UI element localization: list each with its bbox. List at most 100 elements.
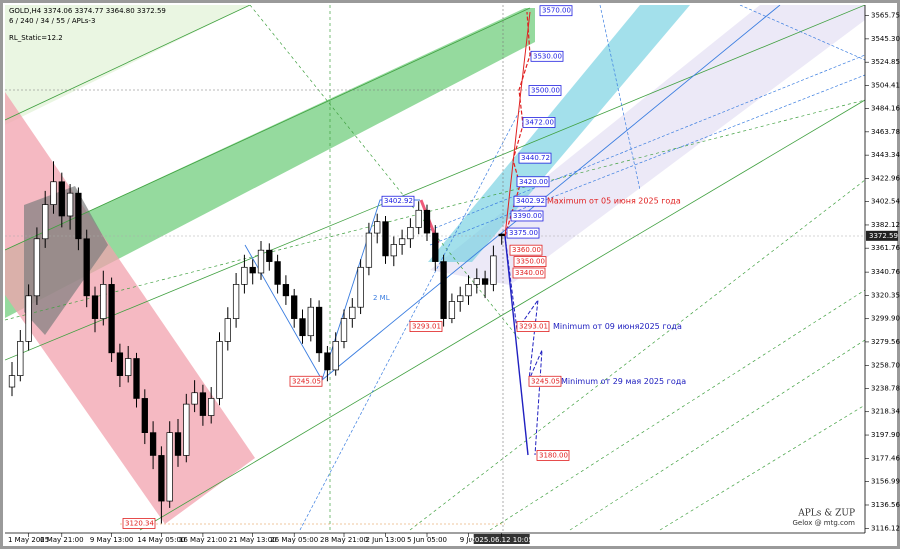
subheader: 6 / 240 / 34 / 55 / APLs-3 xyxy=(9,17,95,25)
candle-body xyxy=(324,352,331,371)
level-box xyxy=(289,375,323,387)
candle-body xyxy=(133,358,140,399)
x-tick-label: 6 May 21:00 xyxy=(40,536,84,544)
x-tick-label: 2 Jun 13:00 xyxy=(365,536,405,544)
candle-body xyxy=(17,341,24,376)
candle-body xyxy=(100,284,107,319)
green-lines xyxy=(5,5,865,531)
indicator: RL_Static=12.2 xyxy=(9,34,63,42)
y-tick-label: 3361.76 xyxy=(871,244,900,252)
level-box xyxy=(516,321,550,332)
candle-body xyxy=(282,284,290,297)
candle-body xyxy=(25,295,32,342)
y-tick-label: 3197.90 xyxy=(871,431,900,439)
x-tick-label: 14 May 05:00 xyxy=(137,536,185,544)
level-label: 3402.92 xyxy=(384,197,413,205)
watermark-sub: Gelox @ mtg.com xyxy=(792,519,855,527)
blue-target xyxy=(504,235,529,456)
watermark: APLs & ZUP xyxy=(797,509,855,519)
level-box xyxy=(509,244,543,256)
last-price-box xyxy=(866,230,898,241)
x-tick-label: 21 May 13:00 xyxy=(229,536,277,544)
candle-body xyxy=(158,455,165,502)
candle-body xyxy=(50,181,57,205)
candle-body xyxy=(407,227,414,240)
candle-body xyxy=(390,244,397,257)
candle-body xyxy=(116,352,124,376)
candle-body xyxy=(274,261,281,285)
level-box xyxy=(528,375,562,387)
level-box xyxy=(510,210,544,222)
candle-body xyxy=(398,238,406,245)
candle-body xyxy=(357,266,364,308)
red-target xyxy=(504,11,531,237)
level-box xyxy=(528,85,562,96)
y-tick-label: 3524.85 xyxy=(871,58,900,66)
candle-body xyxy=(141,398,148,433)
x-tick-label: 1 May 2025 xyxy=(8,536,49,544)
candle-body xyxy=(257,249,265,274)
y-tick-label: 3177.46 xyxy=(871,454,900,462)
y-tick-label: 3116.12 xyxy=(871,524,900,532)
level-label: 3390.00 xyxy=(513,212,542,220)
level-label: 3420.00 xyxy=(519,178,548,186)
cursor-time-box xyxy=(473,534,530,544)
candle-body xyxy=(498,233,505,237)
candle-body xyxy=(299,318,306,337)
candle-body xyxy=(432,232,439,262)
x-tick-label: 5 Jun 05:00 xyxy=(407,536,447,544)
level-box xyxy=(539,5,573,17)
x-tick-label: 16 May 21:00 xyxy=(179,536,227,544)
y-tick-label: 3238.78 xyxy=(871,384,900,392)
candle-body xyxy=(340,318,348,342)
channel-label: 2 ML xyxy=(373,294,390,302)
candle-body xyxy=(423,209,431,234)
level-label: 3440.72 xyxy=(521,154,550,162)
candle-body xyxy=(42,204,49,240)
candle-body xyxy=(241,266,248,285)
annotation: Minimum от 29 мая 2025 года xyxy=(561,377,686,386)
y-tick-label: 3340.76 xyxy=(871,268,900,276)
level-box xyxy=(522,117,556,128)
level-label: 3120.34 xyxy=(125,519,154,527)
level-label: 3530.00 xyxy=(533,52,562,60)
level-box xyxy=(122,518,156,529)
y-tick-label: 3422.96 xyxy=(871,174,900,182)
level-box xyxy=(518,152,552,164)
level-label: 3293.01 xyxy=(519,323,548,331)
y-tick-label: 3299.90 xyxy=(871,315,900,323)
candle-body xyxy=(457,295,464,302)
candle-body xyxy=(33,238,41,297)
blue-zigzag xyxy=(504,235,543,456)
blue-dashed-lines xyxy=(299,5,865,531)
level-label: 3293.01 xyxy=(412,323,441,331)
x-tick-label: 26 May 05:00 xyxy=(270,536,318,544)
level-label: 3570.00 xyxy=(542,7,571,15)
level-box xyxy=(530,50,564,62)
y-tick-label: 3320.35 xyxy=(871,291,900,299)
candle-body xyxy=(481,278,489,285)
candle-body xyxy=(374,221,381,234)
level-label: 3245.05 xyxy=(531,377,560,385)
candle-body xyxy=(349,306,356,319)
light-green-zone xyxy=(5,5,250,125)
candle-body xyxy=(125,358,132,376)
candle-body xyxy=(291,295,298,319)
level-box xyxy=(381,195,415,207)
candle-body xyxy=(473,278,480,285)
y-tick-label: 3443.34 xyxy=(871,151,900,159)
y-tick-label: 3382.12 xyxy=(871,221,900,229)
candle-body xyxy=(315,306,323,354)
candle-body xyxy=(108,284,115,354)
level-label: 3350.00 xyxy=(516,258,545,266)
candle-body xyxy=(232,284,240,319)
x-tick-label: 28 May 21:00 xyxy=(320,536,368,544)
level-box xyxy=(512,267,546,279)
candle-body xyxy=(183,403,190,456)
y-tick-label: 3402.54 xyxy=(871,198,900,206)
candle-body xyxy=(465,284,472,297)
candle-body xyxy=(149,432,157,456)
green-channel xyxy=(5,8,535,318)
candle-body xyxy=(490,255,497,285)
y-tick-label: 3258.70 xyxy=(871,362,900,370)
